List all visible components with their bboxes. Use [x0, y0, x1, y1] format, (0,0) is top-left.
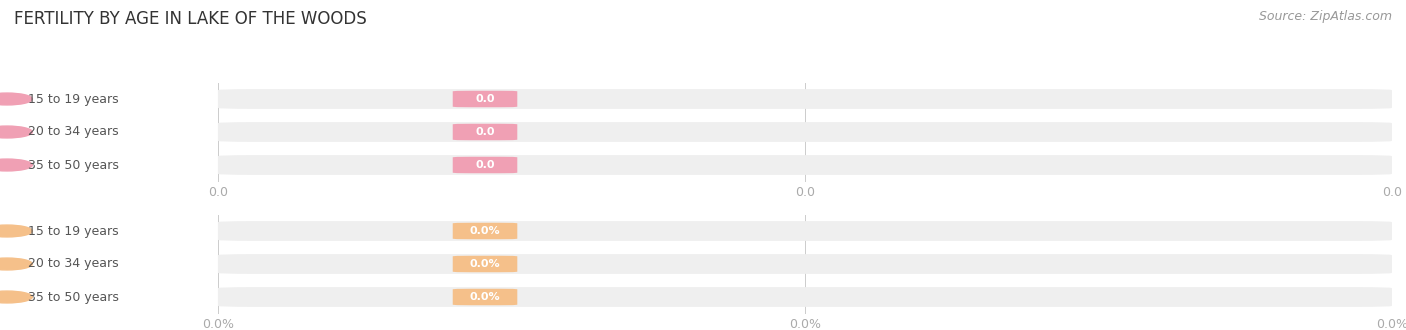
- Text: 15 to 19 years: 15 to 19 years: [28, 92, 118, 106]
- Text: 0.0%: 0.0%: [470, 226, 501, 236]
- Text: 0.0%: 0.0%: [470, 259, 501, 269]
- Text: 0.0: 0.0: [475, 127, 495, 137]
- FancyBboxPatch shape: [453, 124, 517, 140]
- Text: FERTILITY BY AGE IN LAKE OF THE WOODS: FERTILITY BY AGE IN LAKE OF THE WOODS: [14, 10, 367, 28]
- Text: 0.0%: 0.0%: [470, 292, 501, 302]
- Text: 15 to 19 years: 15 to 19 years: [28, 224, 118, 238]
- FancyBboxPatch shape: [453, 91, 517, 107]
- Text: 35 to 50 years: 35 to 50 years: [28, 290, 120, 304]
- FancyBboxPatch shape: [218, 89, 1392, 109]
- Text: 0.0: 0.0: [475, 160, 495, 170]
- FancyBboxPatch shape: [218, 155, 1392, 175]
- FancyBboxPatch shape: [453, 256, 517, 272]
- FancyBboxPatch shape: [453, 289, 517, 305]
- Text: 20 to 34 years: 20 to 34 years: [28, 125, 118, 139]
- FancyBboxPatch shape: [453, 223, 517, 239]
- FancyBboxPatch shape: [218, 122, 1392, 142]
- FancyBboxPatch shape: [453, 157, 517, 173]
- FancyBboxPatch shape: [218, 221, 1392, 241]
- FancyBboxPatch shape: [218, 287, 1392, 307]
- Text: Source: ZipAtlas.com: Source: ZipAtlas.com: [1258, 10, 1392, 23]
- Text: 20 to 34 years: 20 to 34 years: [28, 257, 118, 271]
- FancyBboxPatch shape: [218, 254, 1392, 274]
- Text: 0.0: 0.0: [475, 94, 495, 104]
- Text: 35 to 50 years: 35 to 50 years: [28, 158, 120, 172]
